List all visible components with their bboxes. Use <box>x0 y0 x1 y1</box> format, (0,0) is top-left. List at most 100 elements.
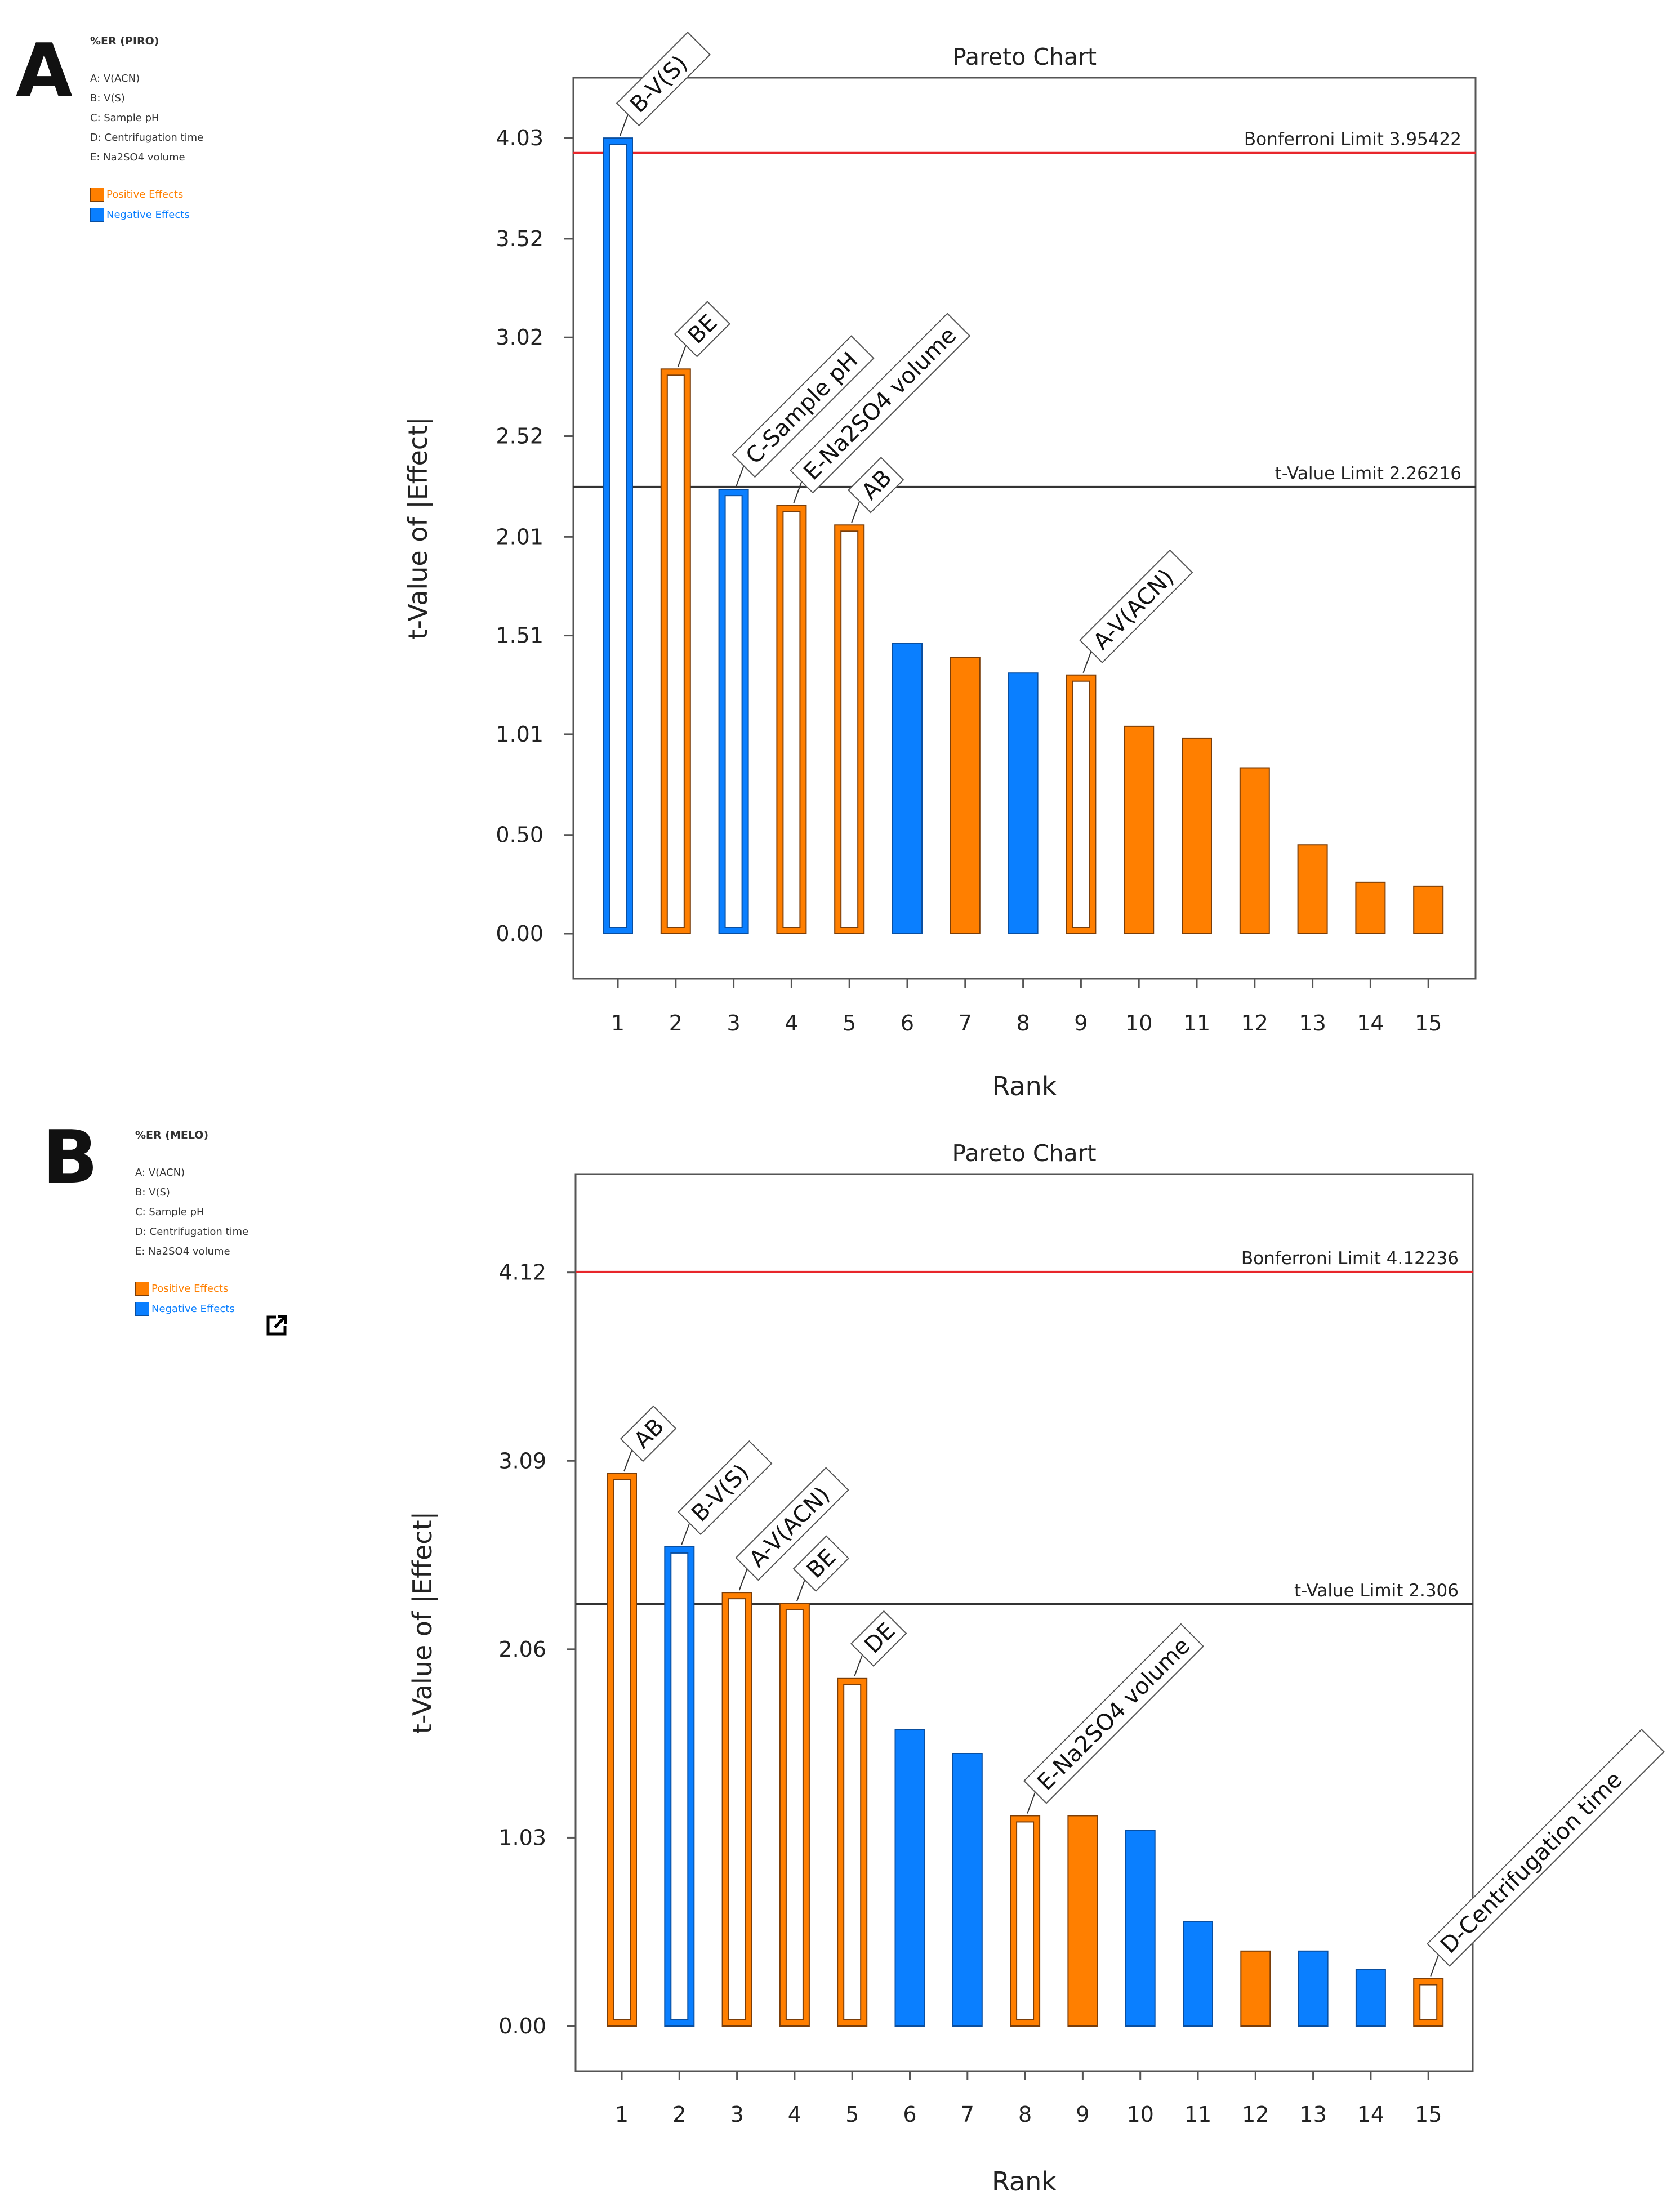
bar-5 <box>834 524 865 934</box>
bar-2 <box>660 368 691 934</box>
bar-rect <box>1124 725 1155 934</box>
bar-5 <box>837 1677 868 2027</box>
external-link-icon[interactable] <box>266 1314 288 1336</box>
y-tick-label: 3.09 <box>498 1448 546 1473</box>
bar-13 <box>1298 1950 1329 2027</box>
bar-rect <box>952 1752 983 2027</box>
bar-rect <box>894 1729 925 2027</box>
bar-14 <box>1355 881 1386 934</box>
callout-label: D-Centrifugation time <box>1436 1766 1627 1958</box>
callout-1: AB <box>620 1405 677 1462</box>
callout-box <box>678 1440 773 1536</box>
callout-box <box>732 335 875 478</box>
legend-b: %ER (MELO) A: V(ACN) B: V(S) C: Sample p… <box>135 1129 248 1319</box>
panel-letter-b: B <box>42 1114 99 1200</box>
bar-rect <box>1240 1950 1271 2027</box>
bar-rect <box>1182 737 1212 934</box>
negative-label: Negative Effects <box>151 1302 235 1315</box>
bar-8 <box>1008 672 1039 934</box>
x-tick-label: 4 <box>788 2102 801 2127</box>
x-tick-label: 15 <box>1415 1011 1442 1036</box>
x-tick-label: 12 <box>1242 2102 1269 2127</box>
bar-6 <box>894 1729 925 2027</box>
callout-2: B-V(S) <box>678 1440 773 1536</box>
bar-10 <box>1125 1830 1156 2027</box>
y-tick-label: 2.06 <box>498 1637 546 1662</box>
bar-hollow-inner <box>670 1552 689 2020</box>
legend-negative: Negative Effects <box>90 204 203 225</box>
factor-b: B: V(S) <box>90 92 125 104</box>
callout-leader <box>735 465 745 488</box>
positive-swatch <box>90 187 104 202</box>
callout-leader <box>620 114 629 136</box>
y-axis-label: t-Value of |Effect| <box>403 417 434 639</box>
x-tick-label: 9 <box>1076 2102 1089 2127</box>
bar-13 <box>1297 844 1328 935</box>
callout-leader <box>677 345 687 367</box>
callout-box <box>790 313 971 494</box>
callout-leader <box>854 1654 863 1677</box>
callout-5: DE <box>850 1610 907 1667</box>
factor-e: E: Na2SO4 volume <box>90 151 185 163</box>
bar-rect <box>1067 1815 1098 2027</box>
x-tick-label: 4 <box>785 1011 798 1036</box>
callout-box <box>674 301 730 358</box>
y-tick-label: 1.51 <box>496 623 543 648</box>
legend-a: %ER (PIRO) A: V(ACN) B: V(S) C: Sample p… <box>90 35 203 225</box>
y-tick-label: 2.01 <box>496 524 543 549</box>
legend-title: %ER (PIRO) <box>90 35 159 47</box>
negative-swatch <box>90 207 104 222</box>
chart-title: Pareto Chart <box>952 43 1097 70</box>
y-tick-label: 1.03 <box>498 1825 546 1850</box>
bar-1 <box>603 137 633 935</box>
y-tick-label: 0.00 <box>496 921 543 946</box>
legend-positive: Positive Effects <box>90 184 203 204</box>
callout-box <box>735 1467 849 1581</box>
bonferroni-limit-label: Bonferroni Limit 4.12236 <box>1241 1248 1459 1269</box>
callout-leader <box>623 1449 632 1472</box>
callout-1: B-V(S) <box>616 32 711 127</box>
callout-15: D-Centrifugation time <box>1426 1728 1665 1967</box>
x-tick-label: 2 <box>669 1011 683 1036</box>
legend-title: %ER (MELO) <box>135 1129 209 1141</box>
bar-rect <box>892 643 923 934</box>
bar-12 <box>1239 767 1270 934</box>
x-axis-label: Rank <box>992 1071 1057 1101</box>
x-tick-label: 14 <box>1357 1011 1384 1036</box>
x-tick-label: 5 <box>843 1011 856 1036</box>
bar-hollow-inner <box>728 1598 746 2020</box>
y-axis-label: t-Value of |Effect| <box>407 1511 438 1734</box>
bar-2 <box>664 1546 695 2027</box>
positive-label: Positive Effects <box>106 188 184 200</box>
bar-4 <box>779 1603 810 2027</box>
negative-swatch <box>135 1301 149 1316</box>
y-tick-label: 4.12 <box>498 1260 546 1285</box>
bar-12 <box>1240 1950 1271 2027</box>
bonferroni-limit-label: Bonferroni Limit 3.95422 <box>1244 130 1461 150</box>
bar-1 <box>607 1473 637 2027</box>
positive-label: Positive Effects <box>151 1282 229 1295</box>
bar-hollow-inner <box>1072 680 1090 928</box>
bar-hollow-inner <box>613 1479 631 2020</box>
bar-7 <box>950 657 981 935</box>
x-tick-label: 15 <box>1415 2102 1442 2127</box>
callout-box <box>1426 1728 1665 1967</box>
bar-rect <box>1297 844 1328 935</box>
x-tick-label: 7 <box>959 1011 972 1036</box>
bar-hollow-inner <box>1016 1821 1035 2020</box>
x-tick-label: 1 <box>611 1011 625 1036</box>
x-tick-label: 12 <box>1241 1011 1268 1036</box>
legend-negative: Negative Effects <box>135 1299 248 1319</box>
bar-9 <box>1067 1815 1098 2027</box>
x-tick-label: 6 <box>901 1011 914 1036</box>
callout-leader <box>1082 651 1092 673</box>
y-tick-label: 3.02 <box>496 325 543 350</box>
bar-11 <box>1182 737 1212 934</box>
factor-c: C: Sample pH <box>90 112 159 124</box>
callout-2: BE <box>674 301 730 358</box>
bar-hollow-inner <box>840 530 859 928</box>
bar-4 <box>776 505 807 934</box>
y-tick-label: 4.03 <box>496 126 543 150</box>
bar-8 <box>1010 1815 1041 2027</box>
bar-rect <box>1125 1830 1156 2027</box>
